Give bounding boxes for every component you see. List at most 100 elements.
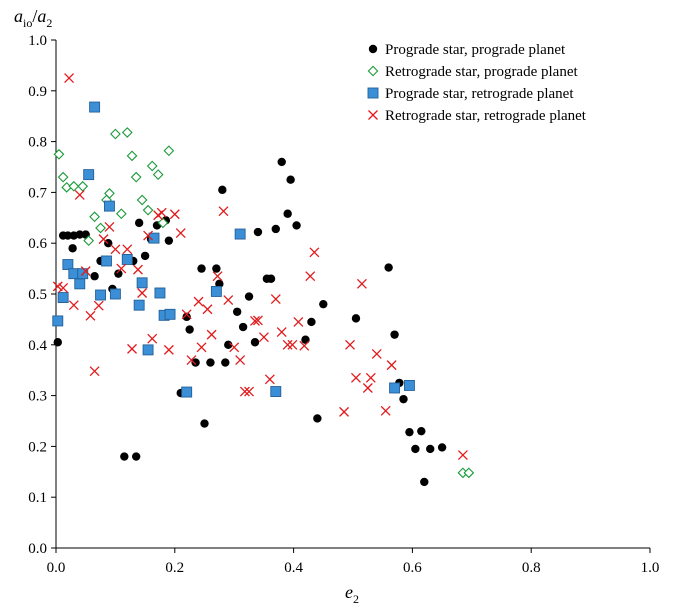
data-point	[250, 338, 260, 347]
data-point	[122, 244, 133, 255]
data-point	[218, 185, 227, 195]
data-point	[52, 315, 64, 327]
data-point	[95, 289, 107, 301]
data-point	[114, 269, 123, 278]
data-point	[85, 310, 96, 321]
data-point	[133, 299, 145, 311]
data-point	[244, 386, 255, 397]
data-point	[104, 200, 115, 212]
data-point	[57, 292, 69, 304]
data-point	[126, 150, 138, 162]
legend-marker	[368, 110, 378, 120]
data-point	[386, 360, 397, 371]
data-point	[181, 386, 193, 398]
data-point	[121, 254, 133, 265]
data-point	[154, 287, 166, 299]
data-point	[89, 366, 100, 377]
data-point	[229, 342, 240, 353]
data-point	[104, 221, 115, 232]
data-point	[109, 288, 121, 300]
tick-labels: 0.0 0.2 0.4 0.6 0.8 1.0 0.0 0.1 0.2 0.3 0.4 0.5 0.6 0…	[28, 33, 659, 576]
data-point	[235, 355, 246, 365]
legend-label: Retrograde star, prograde planet	[385, 64, 578, 80]
data-point	[131, 452, 141, 461]
y-tick-label: 0.3	[28, 389, 47, 405]
data-point	[202, 304, 213, 315]
data-point	[212, 264, 221, 273]
data-point	[148, 232, 160, 244]
data-point	[191, 358, 200, 367]
data-point	[244, 292, 254, 301]
legend: Prograde star, prograde planet Retrograde…	[367, 42, 587, 124]
data-point	[384, 263, 393, 272]
data-point	[253, 227, 263, 237]
y-tick-label: 0.5	[28, 287, 47, 303]
y-tick-label: 0.9	[28, 84, 47, 100]
data-point	[58, 282, 69, 293]
data-point	[283, 209, 292, 218]
y-tick-label: 0.8	[28, 135, 47, 151]
data-point	[258, 332, 269, 343]
x-tick-label: 1.0	[641, 560, 660, 576]
x-axis-label: e2	[345, 582, 359, 606]
data-point	[221, 358, 230, 367]
data-point	[120, 452, 129, 461]
x-tick-label: 0.0	[47, 560, 66, 576]
data-point	[286, 175, 295, 184]
series-square	[52, 101, 415, 398]
series-x	[52, 73, 468, 460]
legend-label: Prograde star, retrograde planet	[385, 86, 574, 102]
data-point	[218, 206, 229, 217]
data-point	[63, 231, 73, 240]
data-point	[136, 194, 148, 206]
data-point	[181, 309, 192, 320]
data-point	[127, 343, 137, 354]
data-point	[253, 315, 263, 326]
data-point	[365, 372, 376, 383]
data-point	[104, 188, 115, 199]
data-point	[134, 218, 144, 228]
data-point	[266, 274, 276, 283]
data-point	[152, 169, 164, 180]
data-point	[426, 444, 435, 454]
legend-marker	[367, 65, 379, 77]
data-point	[80, 266, 91, 277]
x-tick-label: 0.2	[165, 560, 184, 576]
data-point	[380, 405, 391, 416]
data-point	[356, 278, 367, 289]
data-point	[206, 358, 215, 367]
data-point	[140, 251, 150, 261]
data-point	[250, 315, 260, 326]
data-point	[90, 272, 99, 281]
data-point	[185, 325, 194, 334]
data-point	[301, 335, 310, 344]
data-point	[110, 244, 121, 255]
y-tick-label: 0.4	[28, 338, 47, 354]
y-tick-label: 0.2	[28, 439, 47, 455]
data-point	[186, 355, 197, 365]
data-point	[351, 372, 361, 383]
data-point	[271, 224, 280, 234]
legend-label: Retrograde star, retrograde planet	[385, 108, 587, 124]
data-point	[223, 295, 234, 306]
data-point	[339, 406, 350, 417]
data-point	[276, 327, 287, 338]
data-point	[264, 374, 275, 385]
data-point	[130, 171, 142, 183]
data-point	[110, 128, 121, 140]
data-point	[411, 444, 420, 454]
data-point	[277, 157, 286, 167]
data-point	[175, 228, 186, 238]
data-point	[420, 477, 429, 487]
data-point	[57, 171, 69, 183]
data-point	[282, 339, 293, 350]
data-point	[157, 217, 169, 229]
data-point	[232, 307, 242, 316]
data-point	[193, 296, 204, 307]
data-point	[83, 169, 95, 181]
series-diamond	[53, 127, 475, 479]
data-point	[136, 277, 148, 289]
data-point	[53, 148, 65, 160]
data-point	[351, 314, 361, 323]
